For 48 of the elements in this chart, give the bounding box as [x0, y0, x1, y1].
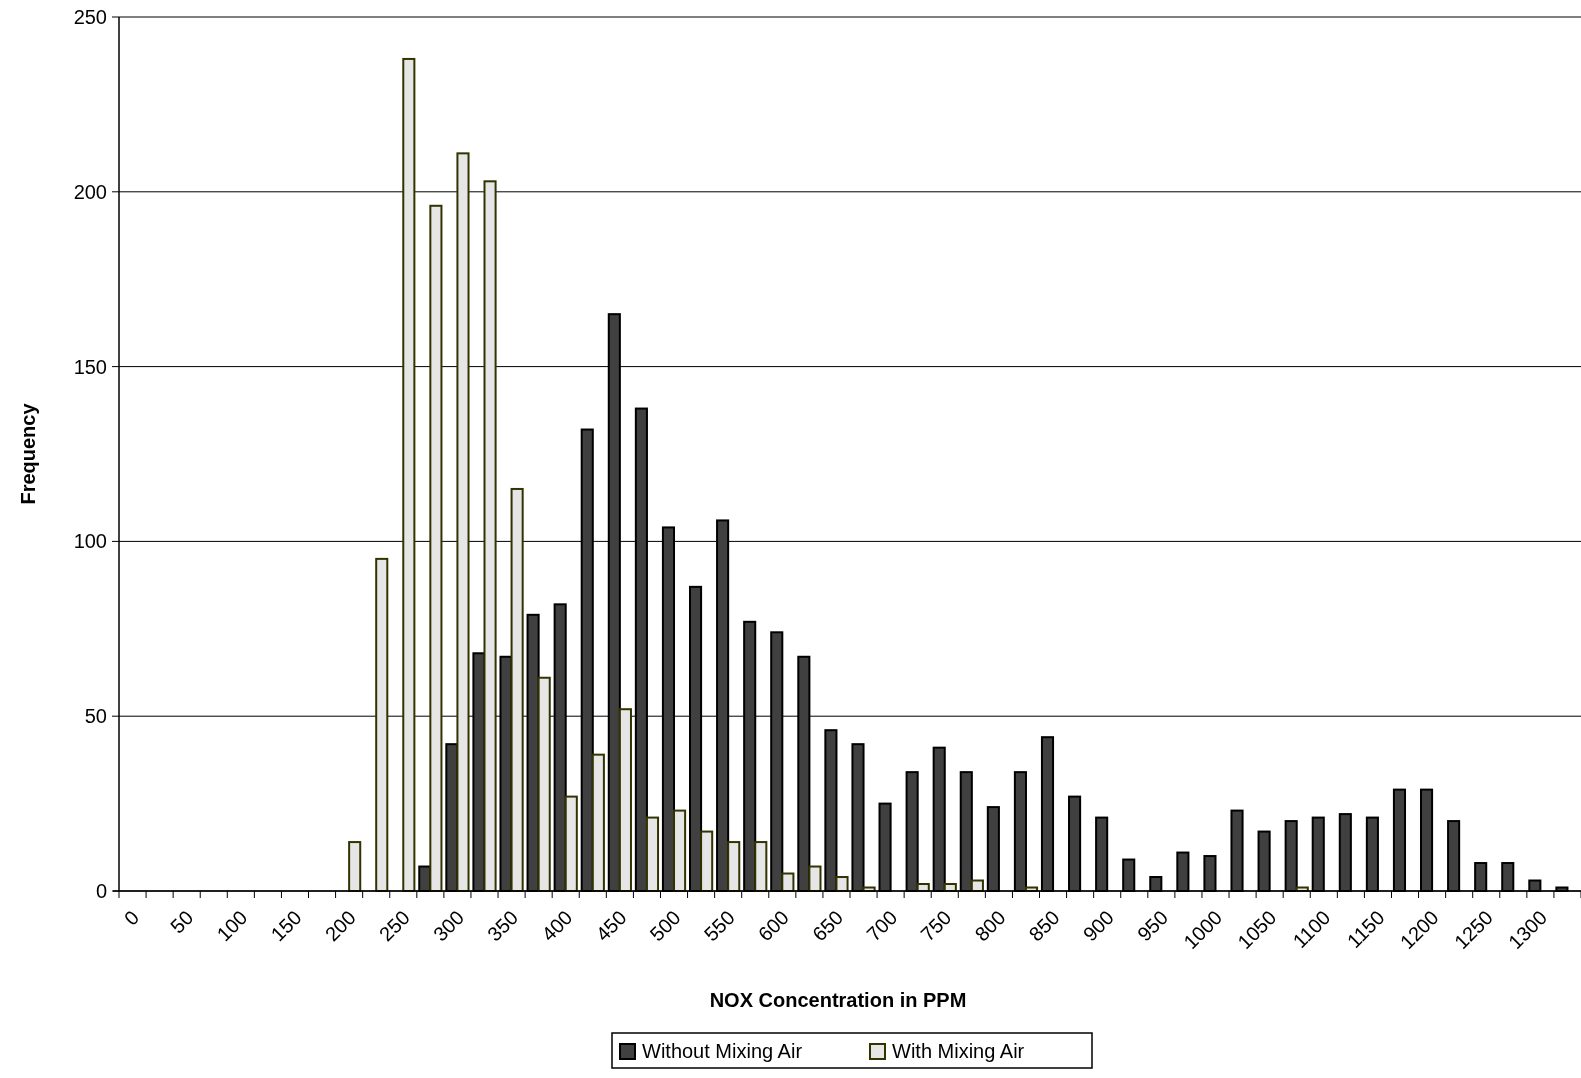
- x-tick-label: 100: [212, 906, 252, 946]
- x-tick-label: 950: [1132, 906, 1173, 946]
- x-tick-label: 650: [808, 906, 848, 946]
- bar: [808, 865, 822, 892]
- y-tick-label: 50: [84, 705, 107, 728]
- y-axis-title: Frequency: [17, 402, 39, 505]
- x-tick-label: 350: [483, 906, 523, 946]
- bar: [835, 876, 849, 892]
- x-tick-label: 450: [591, 906, 631, 946]
- x-tick-label: 0: [119, 906, 144, 930]
- x-tick-label: 400: [537, 906, 577, 946]
- bar: [727, 841, 741, 892]
- bar: [483, 180, 497, 892]
- bar: [754, 841, 768, 892]
- bar: [510, 487, 524, 892]
- x-tick-label: 200: [320, 906, 360, 946]
- bar: [591, 753, 605, 892]
- x-tick-label: 700: [862, 906, 902, 946]
- y-tick-label: 250: [73, 6, 107, 28]
- x-tick-label: 250: [374, 906, 415, 946]
- x-tick-label: 800: [970, 906, 1010, 946]
- bar: [537, 676, 551, 892]
- x-tick-label: 750: [916, 906, 956, 946]
- x-tick-label: 50: [166, 906, 198, 938]
- x-axis-title: NOX Concentration in PPM: [709, 989, 967, 1011]
- bar: [429, 204, 443, 892]
- x-tick-label: 150: [266, 906, 306, 946]
- bar: [700, 830, 714, 892]
- x-tick-label: 900: [1078, 906, 1118, 946]
- y-tick-label: 0: [95, 880, 107, 902]
- x-tick-label: 550: [699, 906, 739, 946]
- bar: [673, 809, 687, 892]
- legend-label: With Mixing Air: [892, 1040, 1025, 1062]
- bar: [456, 152, 470, 892]
- y-tick-label: 200: [73, 180, 107, 203]
- y-tick-label: 150: [73, 355, 107, 378]
- x-tick-label: 850: [1024, 906, 1064, 946]
- bar: [348, 841, 362, 892]
- bar: [618, 708, 632, 892]
- bar: [564, 795, 578, 892]
- legend-label: Without Mixing Air: [642, 1040, 803, 1062]
- bar: [402, 57, 416, 892]
- x-tick-label: 500: [645, 906, 685, 946]
- x-tick-label: 600: [753, 906, 794, 946]
- y-tick-label: 100: [73, 530, 107, 553]
- bar: [645, 816, 660, 892]
- bar: [375, 557, 389, 892]
- x-tick-label: 300: [429, 906, 469, 946]
